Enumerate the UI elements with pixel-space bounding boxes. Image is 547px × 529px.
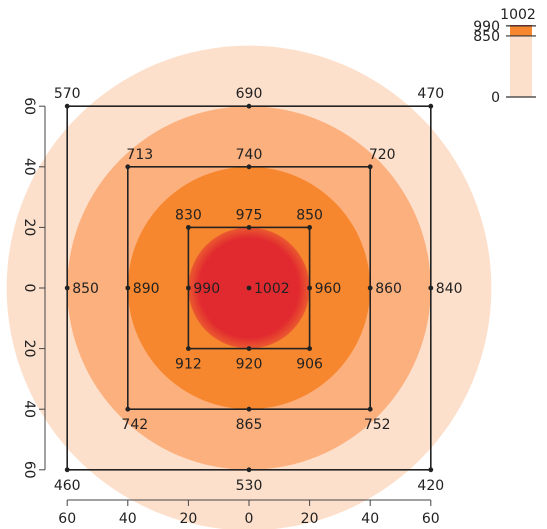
point-value-label: 720 xyxy=(369,147,396,163)
point-value-label: 830 xyxy=(175,207,202,223)
x-tick-label: 20 xyxy=(179,511,197,527)
point-value-label: 865 xyxy=(236,417,263,433)
y-tick-label: 40 xyxy=(21,400,37,418)
data-point-24 xyxy=(246,467,252,473)
x-tick-label: 60 xyxy=(58,511,76,527)
data-point-18 xyxy=(246,346,252,351)
legend-tick-label: 0 xyxy=(491,90,500,106)
y-tick-label: 40 xyxy=(21,158,37,176)
data-point-16 xyxy=(428,285,434,291)
point-value-label: 850 xyxy=(72,281,99,297)
point-value-label: 960 xyxy=(315,281,342,297)
point-value-label: 713 xyxy=(126,147,153,163)
point-value-label: 906 xyxy=(296,357,323,373)
point-value-label: 990 xyxy=(193,281,220,297)
data-point-23 xyxy=(64,467,70,473)
point-value-label: 530 xyxy=(236,478,263,494)
data-point-17 xyxy=(186,346,191,351)
data-point-7 xyxy=(186,225,191,230)
legend-tick-label: 850 xyxy=(473,29,500,45)
point-value-label: 975 xyxy=(236,207,263,223)
data-point-20 xyxy=(125,406,131,412)
point-value-label: 1002 xyxy=(254,281,290,297)
data-point-8 xyxy=(246,225,252,230)
x-tick-label: 40 xyxy=(119,511,137,527)
x-tick-label: 0 xyxy=(245,511,254,527)
point-value-label: 740 xyxy=(236,147,263,163)
x-tick-label: 40 xyxy=(361,511,379,527)
point-value-label: 570 xyxy=(54,86,81,102)
data-point-3 xyxy=(428,103,434,109)
legend-color-segment-2 xyxy=(510,25,532,36)
data-point-13 xyxy=(246,285,252,291)
x-axis: 60 40 20 0 20 40 60 xyxy=(58,499,440,527)
y-tick-label: 20 xyxy=(21,340,37,358)
point-value-label: 470 xyxy=(417,86,444,102)
legend-color-segment-1 xyxy=(510,35,532,97)
data-point-22 xyxy=(367,406,373,412)
point-value-label: 912 xyxy=(175,357,202,373)
y-axis: 60 40 20 0 20 40 60 xyxy=(21,97,46,479)
data-point-10 xyxy=(64,285,70,291)
data-point-25 xyxy=(428,467,434,473)
point-value-label: 742 xyxy=(121,417,148,433)
y-tick-label: 60 xyxy=(21,461,37,479)
point-value-label: 752 xyxy=(364,417,391,433)
data-point-12 xyxy=(186,285,191,291)
x-tick-label: 20 xyxy=(301,511,319,527)
points-layer: 570 690 470 713 740 720 830 975 850 850 890 990 1002… xyxy=(54,86,463,494)
data-point-2 xyxy=(246,103,252,109)
data-point-11 xyxy=(125,285,131,291)
data-point-5 xyxy=(246,164,252,170)
data-point-1 xyxy=(64,103,70,109)
y-tick-label: 60 xyxy=(21,97,37,115)
data-point-4 xyxy=(125,164,131,170)
point-value-label: 840 xyxy=(436,281,463,297)
data-point-14 xyxy=(307,285,312,291)
point-value-label: 920 xyxy=(236,357,263,373)
point-value-label: 460 xyxy=(54,478,81,494)
point-value-label: 860 xyxy=(375,281,402,297)
data-point-9 xyxy=(307,225,312,230)
point-value-label: 690 xyxy=(236,86,263,102)
y-tick-label: 20 xyxy=(21,218,37,236)
y-tick-label: 0 xyxy=(21,284,37,293)
x-tick-label: 60 xyxy=(422,511,440,527)
data-point-6 xyxy=(367,164,373,170)
legend-tick-label: 990 xyxy=(473,19,500,35)
legend-max-label: 1002 xyxy=(500,7,536,23)
point-value-label: 850 xyxy=(296,207,323,223)
data-point-19 xyxy=(307,346,312,351)
point-value-label: 890 xyxy=(133,281,160,297)
data-point-15 xyxy=(367,285,373,291)
data-point-21 xyxy=(246,406,252,412)
point-value-label: 420 xyxy=(417,478,444,494)
